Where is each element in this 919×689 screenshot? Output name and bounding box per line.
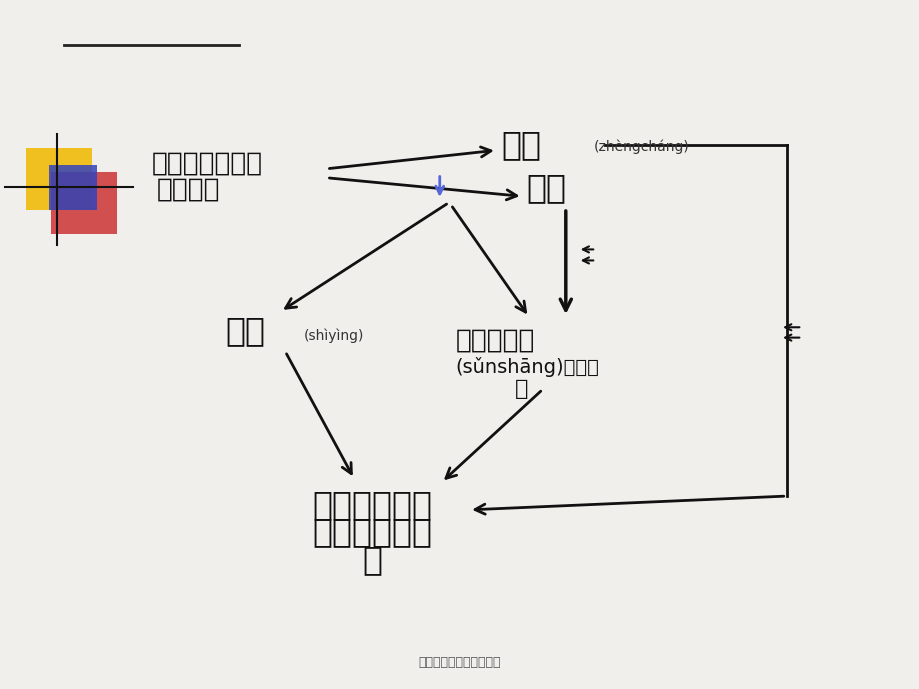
Text: 第二页，共一百二十页。: 第二页，共一百二十页。 — [418, 657, 501, 669]
FancyBboxPatch shape — [51, 172, 117, 234]
Text: (zhèngcháng): (zhèngcháng) — [593, 139, 688, 154]
Text: (sǔnshāng)（变性: (sǔnshāng)（变性 — [455, 356, 598, 377]
Text: （病因）: （病因） — [156, 176, 221, 203]
Text: 外界持续性刺激: 外界持续性刺激 — [152, 151, 262, 177]
FancyBboxPatch shape — [49, 165, 96, 210]
Text: ）: ） — [362, 543, 382, 576]
Text: 细胞: 细胞 — [526, 171, 565, 204]
Text: 正常: 正常 — [501, 128, 540, 161]
Text: 不可逆性损伤: 不可逆性损伤 — [312, 488, 432, 521]
Text: (shìyìng): (shìyìng) — [303, 328, 364, 343]
Text: 可逆性损伤: 可逆性损伤 — [455, 328, 534, 354]
Text: ）: ） — [515, 379, 528, 400]
Text: （细胞的死亡: （细胞的死亡 — [312, 515, 432, 548]
Text: 适应: 适应 — [225, 314, 265, 347]
FancyBboxPatch shape — [26, 148, 92, 210]
